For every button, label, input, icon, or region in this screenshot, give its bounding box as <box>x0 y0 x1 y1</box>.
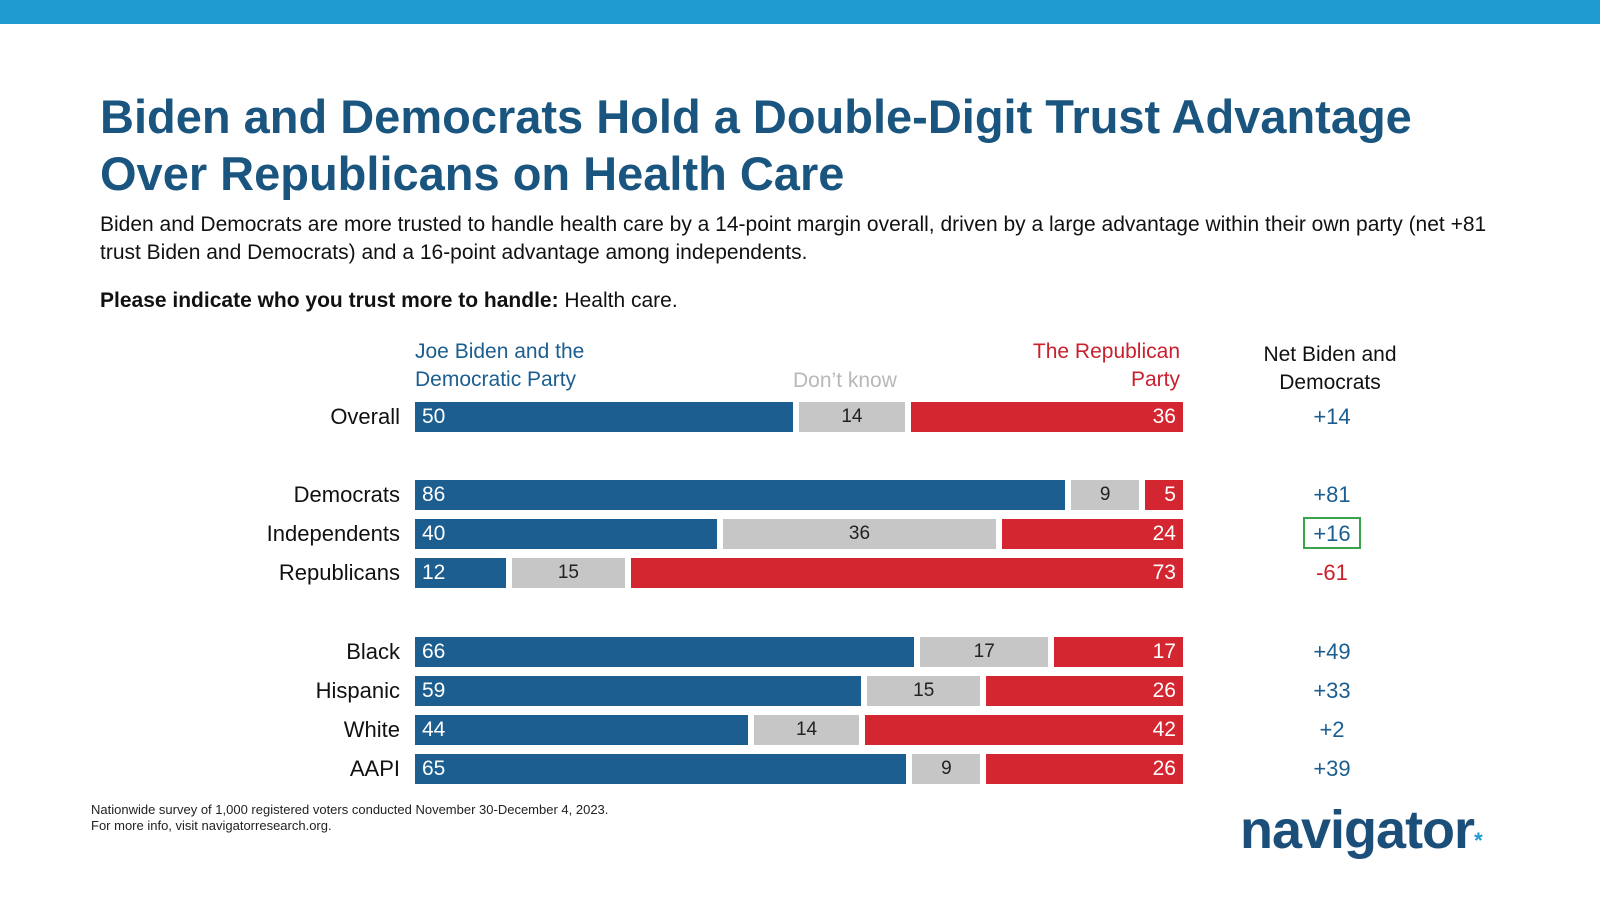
bar-biden: 59 <box>415 676 862 706</box>
net-value: -61 <box>1316 560 1348 585</box>
legend-dont-know: Don’t know <box>793 369 897 392</box>
row-label: Black <box>346 639 400 664</box>
data-label: 15 <box>557 562 579 583</box>
bar-republican: 26 <box>986 754 1183 784</box>
bar-republican: 73 <box>631 558 1183 588</box>
stacked-bar: 44 14 42 <box>415 715 1183 745</box>
data-label: 65 <box>422 757 446 780</box>
data-label: 9 <box>941 758 952 779</box>
row-label: AAPI <box>349 756 400 781</box>
row-label: Republicans <box>278 560 400 585</box>
bar-biden: 44 <box>415 715 748 745</box>
net-value: +39 <box>1313 756 1351 781</box>
net-value: +33 <box>1313 678 1351 703</box>
net-value: +49 <box>1313 639 1351 664</box>
stacked-bar: 50 14 36 <box>415 402 1183 432</box>
row-label: Independents <box>266 521 400 546</box>
chart-row-aapi: AAPI 65 9 26 +39 <box>0 753 1600 785</box>
data-label: 24 <box>1152 522 1176 545</box>
navigator-logo: navigator* <box>1240 800 1483 871</box>
footnote-info: For more info, visit navigatorresearch.o… <box>91 818 332 833</box>
stacked-bar: 40 36 24 <box>415 519 1183 549</box>
stacked-bar: 12 15 73 <box>415 558 1183 588</box>
data-label: 86 <box>422 483 446 506</box>
row-label: Democrats <box>293 482 400 507</box>
bar-republican: 24 <box>1001 519 1183 549</box>
footnote: Nationwide survey of 1,000 registered vo… <box>91 802 608 834</box>
data-label: 26 <box>1152 679 1176 702</box>
bar-republican: 42 <box>865 715 1183 745</box>
stacked-bar: 59 15 26 <box>415 676 1183 706</box>
net-value: +14 <box>1313 404 1351 429</box>
bar-dont-know: 15 <box>511 558 626 588</box>
bar-biden: 66 <box>415 637 914 667</box>
chart-row-overall: Overall 50 14 36 +14 <box>0 401 1600 433</box>
bar-dont-know: 14 <box>799 402 905 432</box>
bar-dont-know: 17 <box>919 637 1049 667</box>
data-label: 12 <box>422 561 446 584</box>
data-label: 5 <box>1164 483 1176 506</box>
logo-mark: * <box>1474 828 1483 853</box>
bar-republican: 26 <box>986 676 1183 706</box>
data-label: 17 <box>973 641 995 662</box>
legend-biden: Joe Biden and the Democratic Party <box>415 340 585 391</box>
chart-title: Biden and Democrats Hold a Double-Digit … <box>100 90 1412 200</box>
bar-dont-know: 15 <box>867 676 981 706</box>
bar-republican: 5 <box>1145 480 1183 510</box>
stacked-bar: 66 17 17 <box>415 637 1183 667</box>
legend-net: Net Biden and Democrats <box>1263 343 1397 394</box>
data-label: 42 <box>1152 718 1176 741</box>
data-label: 15 <box>913 680 935 701</box>
net-value: +16 <box>1313 521 1351 546</box>
bar-republican: 17 <box>1054 637 1183 667</box>
data-label: 17 <box>1152 640 1176 663</box>
legend-republican: The Republican Party <box>1032 340 1180 391</box>
survey-question: Please indicate who you trust more to ha… <box>100 287 678 315</box>
logo-text: navigator <box>1240 800 1475 860</box>
data-label: 14 <box>841 406 863 427</box>
data-label: 9 <box>1099 484 1111 505</box>
chart-row-republicans: Republicans 12 15 73 -61 <box>0 557 1600 589</box>
data-label: 36 <box>848 523 871 544</box>
bar-dont-know: 9 <box>1071 480 1140 510</box>
bar-dont-know: 9 <box>912 754 981 784</box>
highlight-box <box>1303 517 1361 549</box>
data-label: 73 <box>1152 561 1176 584</box>
chart-row-white: White 44 14 42 +2 <box>0 714 1600 746</box>
data-label: 36 <box>1152 405 1176 428</box>
data-label: 59 <box>422 679 446 702</box>
footnote-survey: Nationwide survey of 1,000 registered vo… <box>91 802 609 817</box>
chart-row-independents: Independents 40 36 24 +16 <box>0 517 1600 550</box>
row-label: White <box>343 717 400 742</box>
bar-biden: 50 <box>415 402 793 432</box>
question-topic: Health care. <box>558 289 678 312</box>
top-accent-bar <box>0 0 1600 24</box>
stacked-bar: 86 9 5 <box>415 480 1183 510</box>
bar-dont-know: 14 <box>753 715 860 745</box>
chart-subtitle: Biden and Democrats are more trusted to … <box>100 213 1487 264</box>
bar-biden: 86 <box>415 480 1066 510</box>
bar-biden: 12 <box>415 558 506 588</box>
bar-biden: 65 <box>415 754 907 784</box>
row-label: Hispanic <box>315 678 400 703</box>
data-label: 40 <box>422 522 446 545</box>
question-prompt: Please indicate who you trust more to ha… <box>100 289 559 312</box>
net-value: +81 <box>1313 482 1351 507</box>
bar-republican: 36 <box>910 402 1183 432</box>
data-label: 50 <box>422 405 446 428</box>
data-label: 66 <box>422 640 446 663</box>
data-label: 44 <box>422 718 446 741</box>
row-label: Overall <box>330 404 400 429</box>
bar-dont-know: 36 <box>723 519 996 549</box>
chart-row-democrats: Democrats 86 9 5 +81 <box>0 479 1600 511</box>
data-label: 26 <box>1152 757 1176 780</box>
chart-row-black: Black 66 17 17 +49 <box>0 636 1600 668</box>
net-value: +2 <box>1319 717 1345 742</box>
chart-row-hispanic: Hispanic 59 15 26 +33 <box>0 675 1600 707</box>
bar-biden: 40 <box>415 519 718 549</box>
data-label: 14 <box>795 719 818 740</box>
stacked-bar: 65 9 26 <box>415 754 1183 784</box>
